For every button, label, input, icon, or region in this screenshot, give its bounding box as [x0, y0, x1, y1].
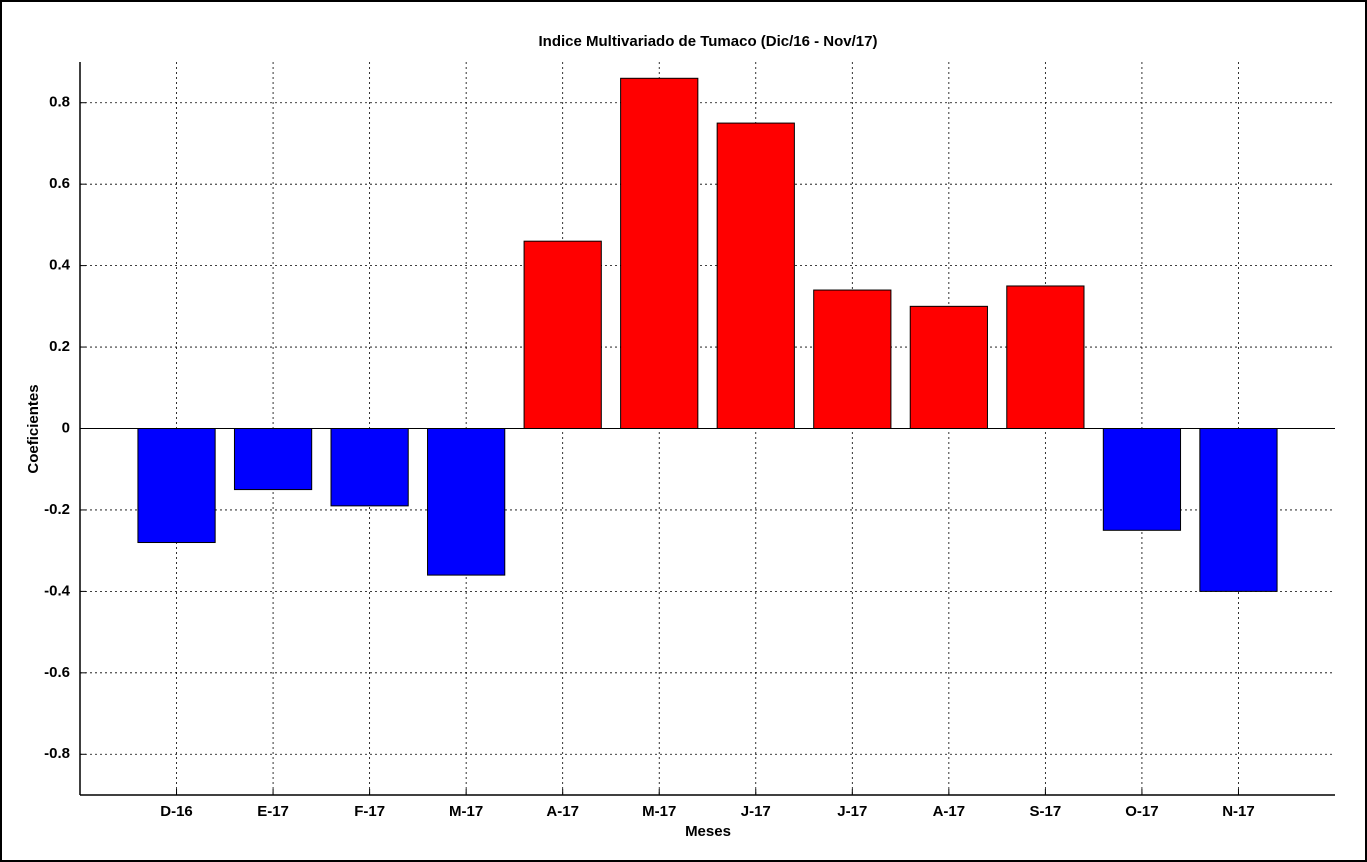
bar [137, 428, 216, 544]
bar [330, 428, 409, 507]
bar [909, 305, 988, 430]
x-tick-label: M-17 [449, 803, 483, 820]
y-tick-label: 0.4 [49, 257, 71, 274]
x-tick-label: S-17 [1030, 803, 1062, 820]
y-axis-label: Coeficientes [25, 384, 42, 473]
bar [427, 428, 506, 576]
y-tick-label: -0.6 [44, 664, 70, 681]
y-tick-label: 0.6 [49, 175, 70, 192]
x-tick-label: D-16 [160, 803, 193, 820]
y-tick-label: -0.2 [44, 501, 70, 518]
x-tick-label: A-17 [933, 803, 966, 820]
x-tick-label: E-17 [257, 803, 289, 820]
x-tick-label: O-17 [1125, 803, 1158, 820]
x-tick-label: F-17 [354, 803, 385, 820]
bar [523, 240, 602, 429]
x-tick-label: A-17 [546, 803, 579, 820]
y-tick-label: -0.4 [44, 582, 71, 599]
chart-title: Indice Multivariado de Tumaco (Dic/16 - … [539, 33, 878, 50]
bar [1102, 428, 1182, 531]
x-axis-label: Meses [685, 823, 731, 840]
y-tick-label: -0.8 [44, 745, 70, 762]
bar [233, 428, 313, 491]
bar [1199, 428, 1278, 592]
bar [716, 122, 795, 429]
y-tick-label: 0.8 [49, 94, 70, 111]
bar [813, 289, 892, 429]
y-tick-label: 0 [62, 419, 70, 436]
x-tick-label: J-17 [741, 803, 771, 820]
y-tick-label: 0.2 [49, 338, 70, 355]
x-tick-label: M-17 [642, 803, 676, 820]
bar [620, 77, 699, 430]
bar [1006, 285, 1085, 429]
x-tick-label: J-17 [837, 803, 867, 820]
x-tick-label: N-17 [1222, 803, 1255, 820]
